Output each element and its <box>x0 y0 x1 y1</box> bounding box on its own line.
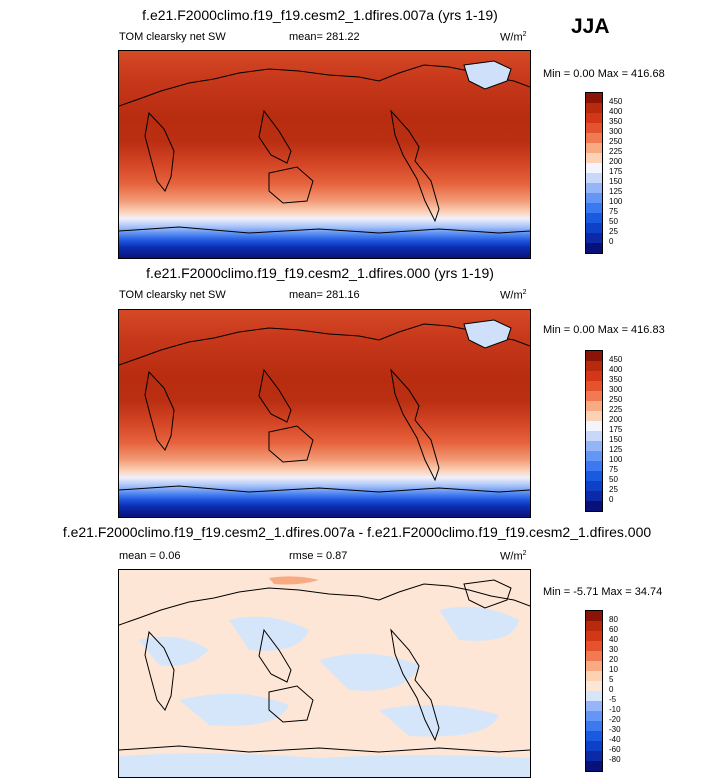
panel1-coastlines <box>119 60 530 234</box>
season-label: JJA <box>571 15 610 38</box>
panel3-minmax: Min = -5.71 Max = 34.74 <box>543 586 663 598</box>
panel2-cbar-label: 450 <box>609 355 623 364</box>
panel2-cbar-label: 175 <box>609 425 623 434</box>
panel3-cbar-label: 40 <box>609 635 618 644</box>
panel3-cbar-label: 5 <box>609 675 614 684</box>
panel1-cbar-label: 200 <box>609 157 623 166</box>
panel1-cbar-label: 50 <box>609 217 618 226</box>
panel3-title: f.e21.F2000climo.f19_f19.cesm2_1.dfires.… <box>62 524 652 540</box>
panel3-cbar-label: -60 <box>609 745 621 754</box>
panel1-map <box>118 50 531 259</box>
panel1-cbar-label: 400 <box>609 107 623 116</box>
panel1-minmax: Min = 0.00 Max = 416.68 <box>543 68 665 80</box>
panel2-cbar-label: 100 <box>609 455 623 464</box>
panel2-title: f.e21.F2000climo.f19_f19.cesm2_1.dfires.… <box>146 265 494 281</box>
panel1-colorbar <box>585 92 603 254</box>
panel3-coastlines <box>119 576 530 777</box>
panel3-map <box>118 569 531 778</box>
panel2-cbar-label: 400 <box>609 365 623 374</box>
panel1-cbar-label: 25 <box>609 227 618 236</box>
panel2-cbar-label: 200 <box>609 415 623 424</box>
panel1-cbar-label: 450 <box>609 97 623 106</box>
panel1-cbar-label: 125 <box>609 187 623 196</box>
panel3-cbar-label: -30 <box>609 725 621 734</box>
panel2-cbar-label: 125 <box>609 445 623 454</box>
panel2-colorbar <box>585 350 603 512</box>
panel2-cbar-label: 225 <box>609 405 623 414</box>
panel3-rmse: rmse = 0.87 <box>289 550 348 562</box>
panel1-variable: TOM clearsky net SW <box>119 31 226 43</box>
panel3-cbar-label: -40 <box>609 735 621 744</box>
panel1-cbar-label: 225 <box>609 147 623 156</box>
panel1-cbar-label: 350 <box>609 117 623 126</box>
panel2-cbar-label: 0 <box>609 495 614 504</box>
panel3-cbar-label: 20 <box>609 655 618 664</box>
panel3-cbar-label: -5 <box>609 695 617 704</box>
panel1-cbar-label: 150 <box>609 177 623 186</box>
panel2-variable: TOM clearsky net SW <box>119 289 226 301</box>
panel3-cbar-label: -80 <box>609 755 621 764</box>
panel1-units: W/m2 <box>500 31 527 44</box>
panel1-cbar-label: 0 <box>609 237 614 246</box>
panel1-cbar-label: 250 <box>609 137 623 146</box>
panel3-cbar-label: -20 <box>609 715 621 724</box>
panel3-colorbar <box>585 610 603 772</box>
panel1-cbar-label: 75 <box>609 207 618 216</box>
panel1-cbar-label: 100 <box>609 197 623 206</box>
panel1-cbar-label: 300 <box>609 127 623 136</box>
panel2-map <box>118 309 531 518</box>
panel3-cbar-label: 30 <box>609 645 618 654</box>
panel2-cbar-label: 25 <box>609 485 618 494</box>
panel2-minmax: Min = 0.00 Max = 416.83 <box>543 324 665 336</box>
panel3-cbar-label: 60 <box>609 625 618 634</box>
panel1-mean: mean= 281.22 <box>289 31 360 43</box>
panel2-coastlines <box>119 319 530 493</box>
panel2-cbar-label: 350 <box>609 375 623 384</box>
panel2-units: W/m2 <box>500 289 527 302</box>
panel1-cbar-label: 175 <box>609 167 623 176</box>
panel2-cbar-label: 250 <box>609 395 623 404</box>
panel3-mean: mean = 0.06 <box>119 550 181 562</box>
panel2-cbar-label: 150 <box>609 435 623 444</box>
panel2-cbar-label: 300 <box>609 385 623 394</box>
panel1-title: f.e21.F2000climo.f19_f19.cesm2_1.dfires.… <box>142 7 498 23</box>
panel3-cbar-label: 10 <box>609 665 618 674</box>
panel3-cbar-label: 0 <box>609 685 614 694</box>
panel3-cbar-label: -10 <box>609 705 621 714</box>
panel2-cbar-label: 75 <box>609 465 618 474</box>
panel2-cbar-label: 50 <box>609 475 618 484</box>
panel3-units: W/m2 <box>500 550 527 563</box>
panel3-cbar-label: 80 <box>609 615 618 624</box>
panel2-mean: mean= 281.16 <box>289 289 360 301</box>
